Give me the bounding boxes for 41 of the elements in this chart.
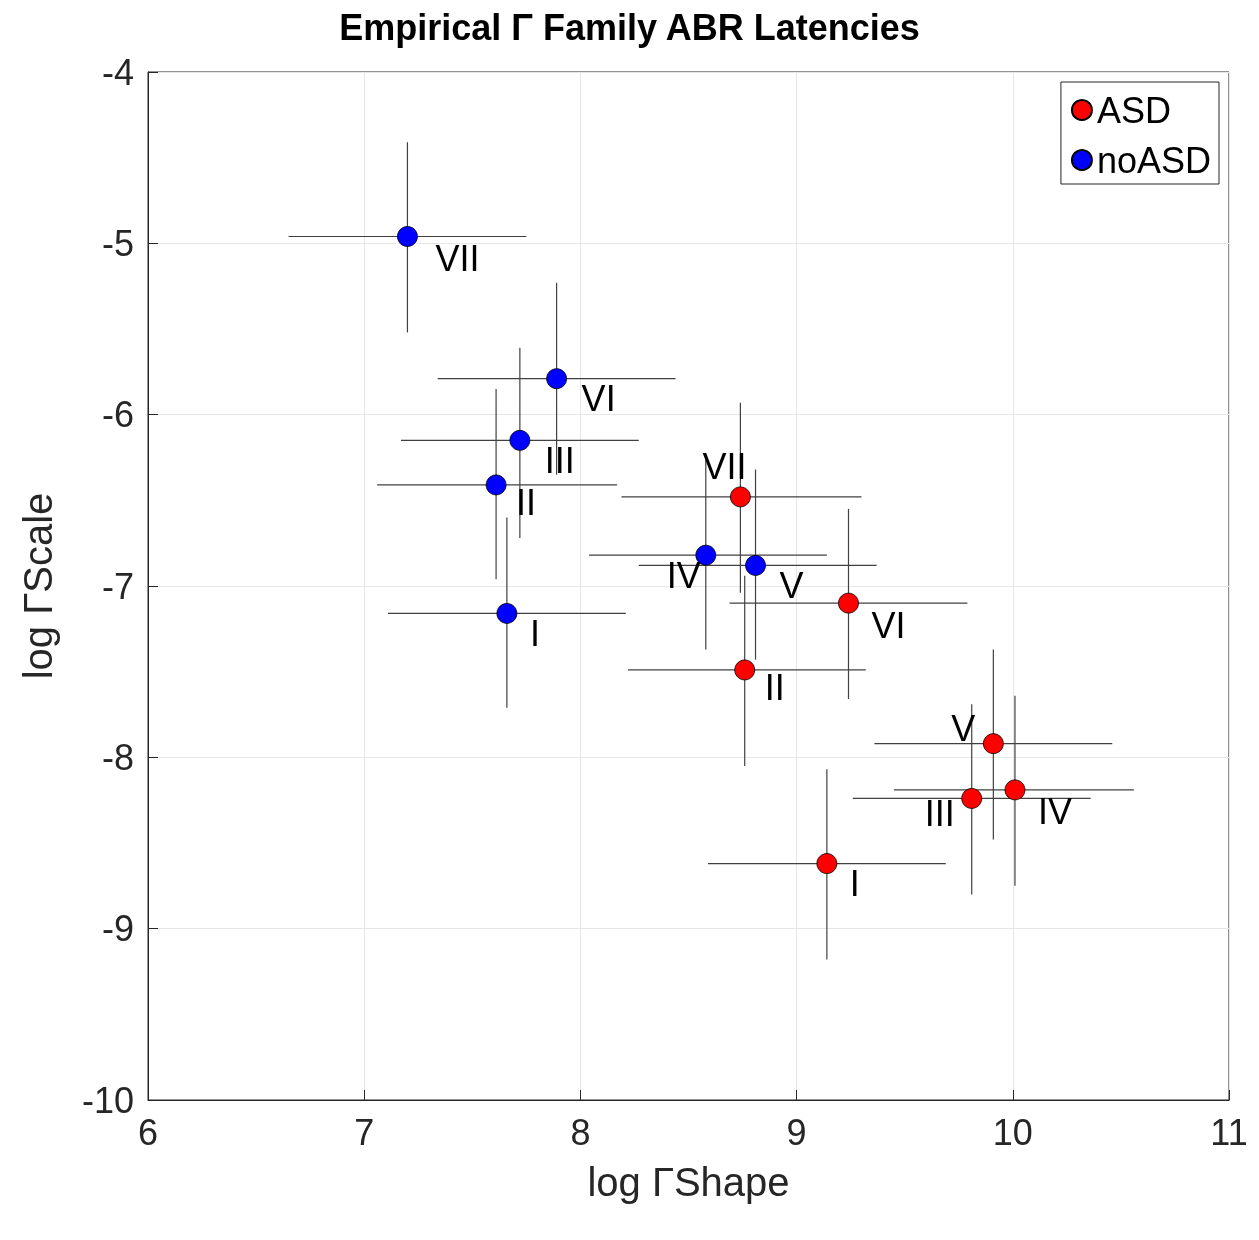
data-label: VI: [581, 378, 616, 420]
point: [546, 368, 568, 390]
data-label: IV: [666, 554, 701, 596]
data-label: VI: [871, 604, 906, 646]
data-label: II: [764, 667, 785, 709]
point: [838, 592, 859, 614]
x-tick-label: 6: [137, 1111, 159, 1153]
point: [982, 733, 1004, 755]
point: [734, 659, 756, 681]
point: [961, 788, 983, 809]
point: [509, 429, 531, 451]
x-tick-label: 8: [570, 1111, 591, 1153]
y-tick-label: -7: [101, 565, 134, 607]
data-label: I: [529, 612, 540, 654]
legend-label: ASD: [1096, 89, 1171, 131]
point: [1004, 779, 1026, 801]
point: [816, 853, 838, 874]
point: [397, 226, 418, 247]
x-tick-label: 11: [1210, 1111, 1248, 1153]
point: [496, 603, 518, 624]
point: [745, 555, 766, 576]
data-label: VII: [435, 237, 480, 279]
y-tick-label: -8: [101, 736, 134, 778]
y-tick-label: -9: [101, 908, 134, 950]
x-axis-title: log ΓShape: [587, 1160, 790, 1204]
data-label: V: [779, 564, 804, 606]
y-axis-title: log ΓScale: [16, 492, 60, 680]
x-tick-label: 9: [786, 1111, 807, 1153]
y-tick-label: -6: [101, 394, 134, 436]
point: [730, 486, 751, 508]
data-label: IV: [1037, 791, 1072, 833]
data-label: III: [924, 792, 955, 834]
x-tick-label: 10: [992, 1111, 1033, 1153]
data-label: I: [849, 863, 860, 905]
y-tick-label: -5: [101, 222, 134, 264]
y-tick-label: -4: [101, 51, 134, 93]
point: [485, 474, 507, 496]
legend-label: noASD: [1096, 139, 1212, 181]
chart-title: Empirical Γ Family ABR Latencies: [339, 6, 920, 48]
y-tick-label: -10: [81, 1079, 134, 1121]
x-tick-label: 7: [354, 1111, 375, 1153]
